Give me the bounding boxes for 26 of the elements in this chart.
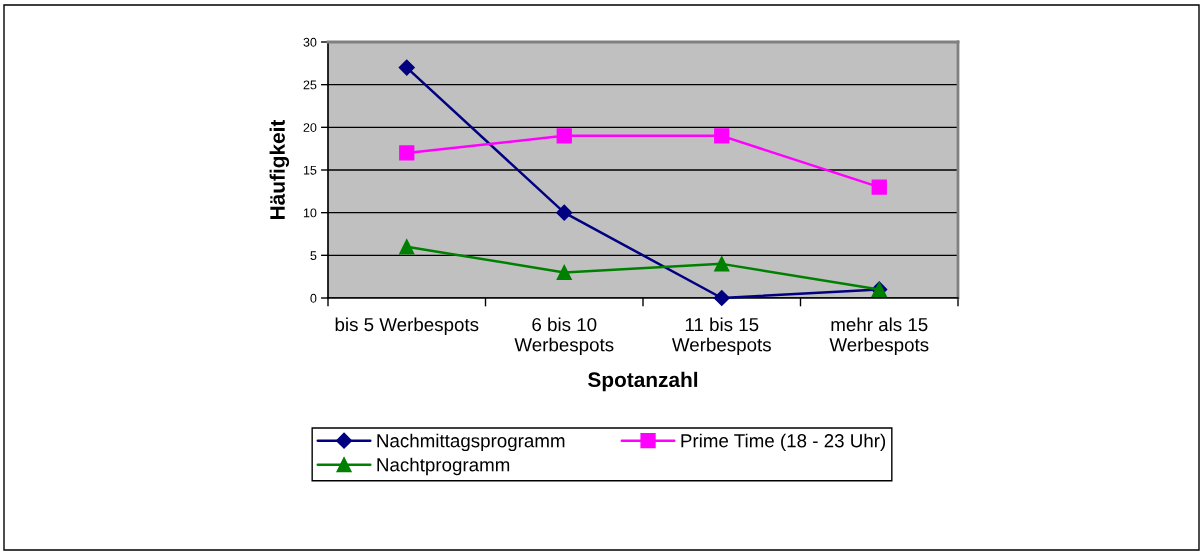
legend-label: Nachtprogramm: [377, 457, 510, 476]
y-tick-label: 30: [303, 37, 317, 47]
point: [398, 59, 415, 76]
point: [556, 204, 573, 221]
y-tick-label: 20: [303, 123, 317, 132]
point: [714, 256, 730, 272]
point: [399, 239, 415, 255]
x-tick-label: bis 5 Werbespots: [335, 317, 479, 335]
y-tick-label: 5: [310, 251, 317, 260]
y-axis-title: Häufigkeit: [269, 119, 290, 219]
y-tick-label: 15: [303, 165, 317, 175]
point: [714, 128, 730, 144]
point: [399, 145, 415, 161]
point: [556, 128, 572, 144]
x-tick-label: 6 bis 10 Werbespots: [514, 317, 614, 356]
y-tick-label: 0: [310, 293, 317, 303]
point: [713, 289, 730, 307]
point: [871, 179, 887, 195]
legend-label: Nachmittagsprogramm: [377, 433, 565, 452]
point: [556, 264, 572, 281]
x-tick-label: 11 bis 15 Werbespots: [671, 317, 771, 356]
y-tick-label: 25: [303, 80, 317, 90]
legend-label: Prime Time (18 - 23 Uhr): [681, 433, 886, 452]
y-tick-label: 10: [303, 208, 317, 218]
x-tick-label: mehr als 15 Werbespots: [829, 317, 929, 356]
x-axis-title: Spotanzahl: [588, 371, 698, 392]
